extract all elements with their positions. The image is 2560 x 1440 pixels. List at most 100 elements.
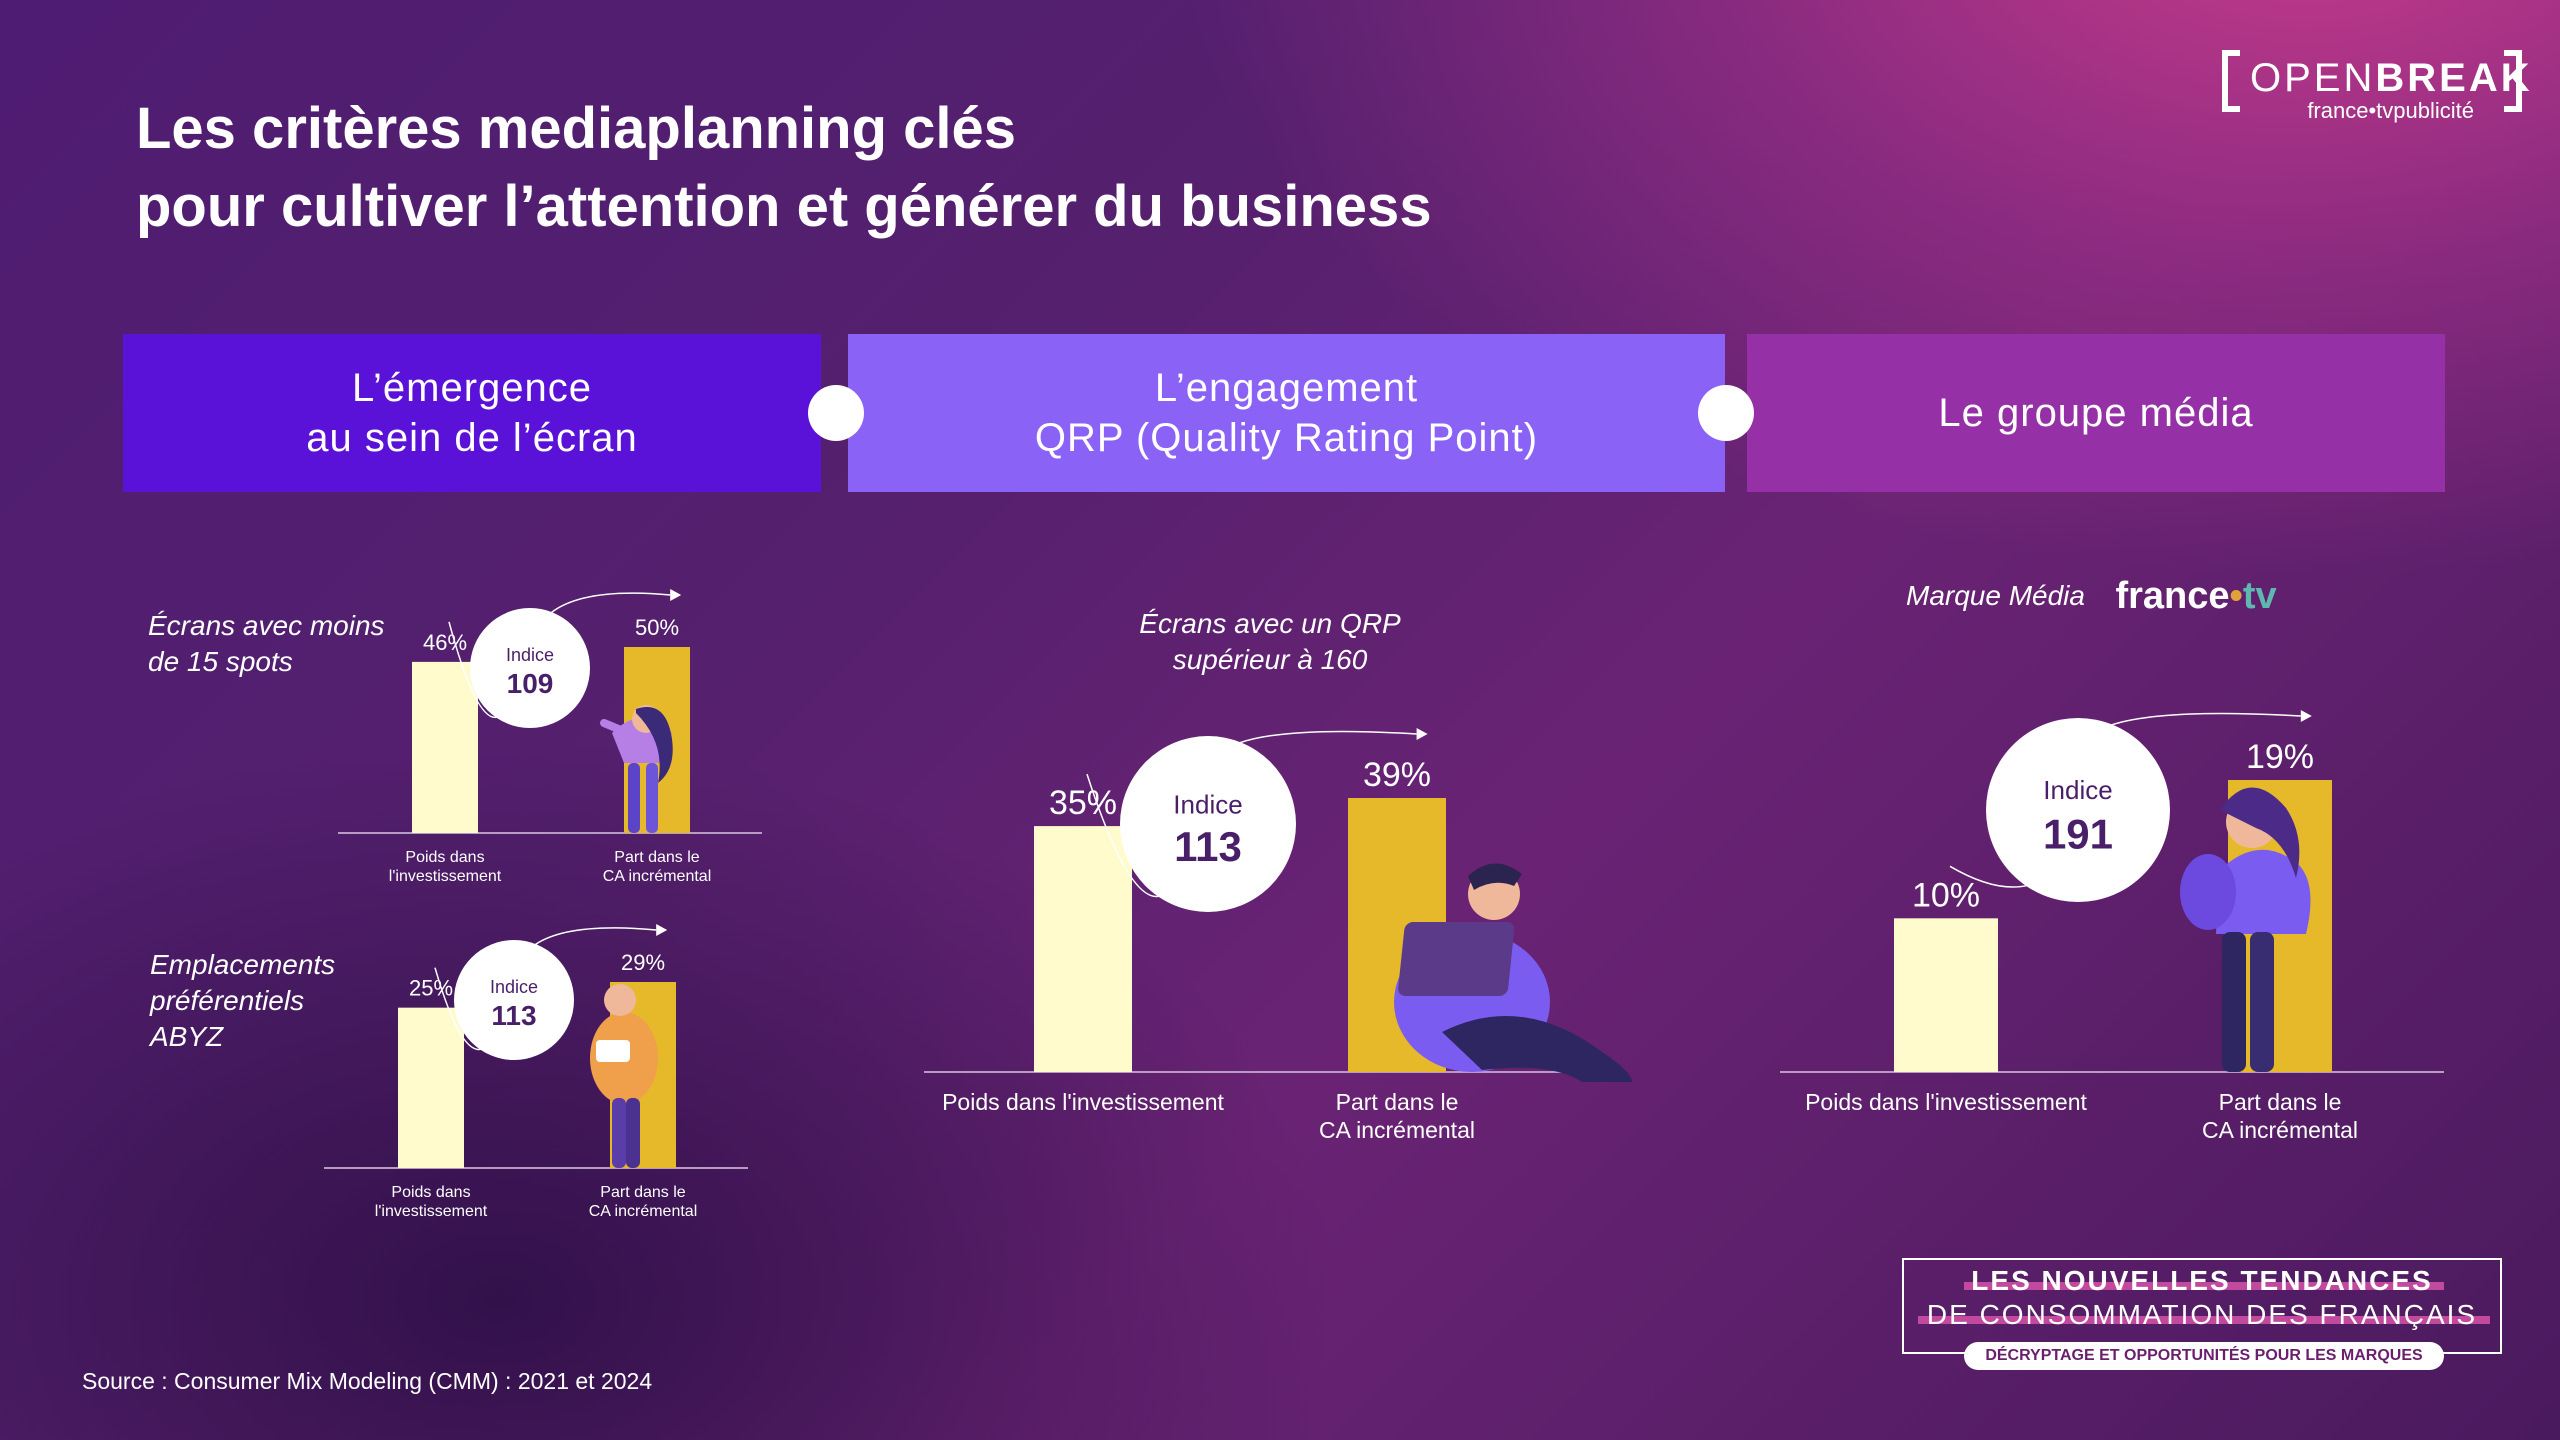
chart4-index-label: Indice (2043, 775, 2112, 805)
banner-groupe-media-line1: Le groupe média (1938, 391, 2254, 435)
chart3-bar-investissement (1034, 826, 1132, 1072)
banner-connector-dot-2 (1698, 385, 1754, 441)
chart3-subtitle-line2: supérieur à 160 (1172, 644, 1368, 675)
page-title-line1: Les critères mediaplanning clés (136, 96, 1017, 161)
chart3-category-label-ca-incremental: Part dans le (1336, 1089, 1459, 1115)
banner-engagement-line2: QRP (Quality Rating Point) (1034, 416, 1539, 460)
chart2-connector-line (434, 967, 482, 1051)
france-tv-logo-main: france (2115, 575, 2230, 617)
banner-connector-dot-1 (808, 385, 864, 441)
logo-bracket-right (2504, 50, 2522, 112)
banner-emergence: L’émergence au sein de l’écran (123, 334, 821, 492)
logo-subtitle: france•tvpublicité (2307, 98, 2474, 123)
chart1-subtitle-line1: Écrans avec moins (148, 610, 385, 641)
chart2-value-label-investissement: 25% (409, 976, 453, 1001)
logo-wordmark: OPENBREAK (2250, 54, 2530, 102)
logo-word-break: BREAK (2375, 56, 2533, 100)
chart1-category-label-investissement: l'investissement (389, 868, 502, 885)
chart2-subtitle: Emplacements préférentiels ABYZ (150, 947, 335, 1055)
logo-bracket-left (2222, 50, 2240, 112)
promo-line1: LES NOUVELLES TENDANCES (1971, 1265, 2433, 1296)
chart3-connector-line (1086, 773, 1160, 898)
chart1-index-circle (470, 608, 590, 728)
chart3-category-label-ca-incremental: CA incrémental (1319, 1117, 1475, 1143)
chart4-index-value: 191 (2043, 811, 2113, 858)
chart4-connector-line (1949, 865, 2028, 888)
chart2-category-label-ca-incremental: Part dans le (600, 1184, 685, 1201)
logo-word-open: OPEN (2250, 56, 2376, 100)
chart4-category-label-ca-incremental: Part dans le (2219, 1089, 2342, 1115)
chart1-connector-line (448, 621, 498, 718)
chart3-index-value: 113 (1174, 823, 1242, 870)
chart1-index-label: Indice (506, 645, 554, 665)
openbreak-logo: OPENBREAK france•tvpublicité (2222, 50, 2530, 130)
chart2-subtitle-line1: Emplacements (150, 949, 336, 980)
chart3-arrow-line (1238, 730, 1417, 744)
promo-box: LES NOUVELLES TENDANCES DE CONSOMMATION … (1902, 1258, 2502, 1370)
chart1-index-value: 109 (507, 668, 554, 699)
chart3-arrow-head (1416, 728, 1428, 740)
chart2-subtitle-line2: préférentiels (150, 985, 305, 1016)
chart1-category-label-investissement: Poids dans (405, 849, 484, 866)
brand-label-prefix: Marque Média (1906, 580, 2085, 611)
chart1-arrow-head (670, 589, 682, 601)
banner-emergence-line1: L’émergence (351, 366, 593, 410)
page-title: Les critères mediaplanning clés pour cul… (136, 90, 1836, 246)
chart2-index-label: Indice (490, 977, 538, 997)
chart1-subtitle: Écrans avec moins de 15 spots (148, 608, 385, 680)
chart4-category-label-ca-incremental: CA incrémental (2202, 1117, 2358, 1143)
chart4-illustration (2180, 787, 2311, 1072)
chart1-subtitle-line2: de 15 spots (148, 646, 293, 677)
chart1-category-label-ca-incremental: Part dans le (614, 849, 699, 866)
chart1-arrow-line (550, 592, 671, 614)
promo-line2: DE CONSOMMATION DES FRANÇAIS (1926, 1299, 2478, 1330)
banner-emergence-line2: au sein de l’écran (306, 416, 638, 460)
promo-stripe-2 (1918, 1316, 2490, 1324)
banner-groupe-media: Le groupe média (1747, 334, 2445, 492)
chart2-subtitle-line3: ABYZ (150, 1021, 224, 1052)
chart3-category-label-investissement: Poids dans l'investissement (942, 1089, 1224, 1115)
chart2-category-label-investissement: l'investissement (375, 1203, 488, 1220)
chart2-arrow-head (656, 924, 668, 936)
france-tv-logo: france•tv (2115, 574, 2276, 618)
chart3-value-label-ca-incremental: 39% (1363, 756, 1431, 794)
page-title-line2: pour cultiver l’attention et générer du … (136, 174, 1432, 239)
chart4-value-label-investissement: 10% (1912, 876, 1980, 914)
chart4-index-circle (1986, 718, 2170, 902)
chart2-category-label-investissement: Poids dans (391, 1184, 470, 1201)
banner-engagement: L’engagement QRP (Quality Rating Point) (848, 334, 1725, 492)
france-tv-logo-dot: • (2229, 575, 2243, 617)
chart1-value-label-investissement: 46% (423, 630, 467, 655)
chart1-bar-investissement (412, 661, 478, 833)
chart2-bar-investissement (398, 1007, 464, 1168)
chart4-category-label-investissement: Poids dans l'investissement (1805, 1089, 2087, 1115)
chart2-arrow-line (534, 927, 657, 946)
chart4-bar-investissement (1894, 918, 1998, 1072)
france-tv-logo-tv: tv (2242, 575, 2277, 617)
chart2-index-value: 113 (491, 1000, 536, 1031)
chart3-value-label-investissement: 35% (1049, 784, 1117, 822)
chart4-arrow-head (2300, 710, 2312, 722)
chart1-value-label-ca-incremental: 50% (635, 615, 679, 640)
chart3-illustration (1394, 863, 1632, 1082)
promo-pill: DÉCRYPTAGE ET OPPORTUNITÉS POUR LES MARQ… (1964, 1342, 2444, 1370)
chart2-value-label-ca-incremental: 29% (621, 950, 665, 975)
chart1-category-label-ca-incremental: CA incrémental (603, 868, 712, 885)
brand-label: Marque Média france•tv (1906, 574, 2406, 624)
chart3-index-circle (1120, 736, 1296, 912)
chart4-value-label-ca-incremental: 19% (2246, 738, 2314, 776)
chart3-index-label: Indice (1173, 789, 1242, 819)
chart2-illustration (590, 984, 658, 1168)
chart3-subtitle: Écrans avec un QRP supérieur à 160 (1070, 606, 1470, 678)
chart2-index-circle (454, 940, 574, 1060)
chart4-arrow-line (2109, 712, 2301, 727)
chart3-subtitle-line1: Écrans avec un QRP (1139, 608, 1401, 639)
banner-engagement-line1: L’engagement (1154, 366, 1419, 410)
promo-stripe-1 (1964, 1282, 2444, 1290)
chart2-category-label-ca-incremental: CA incrémental (589, 1203, 698, 1220)
chart1-illustration (600, 705, 673, 833)
